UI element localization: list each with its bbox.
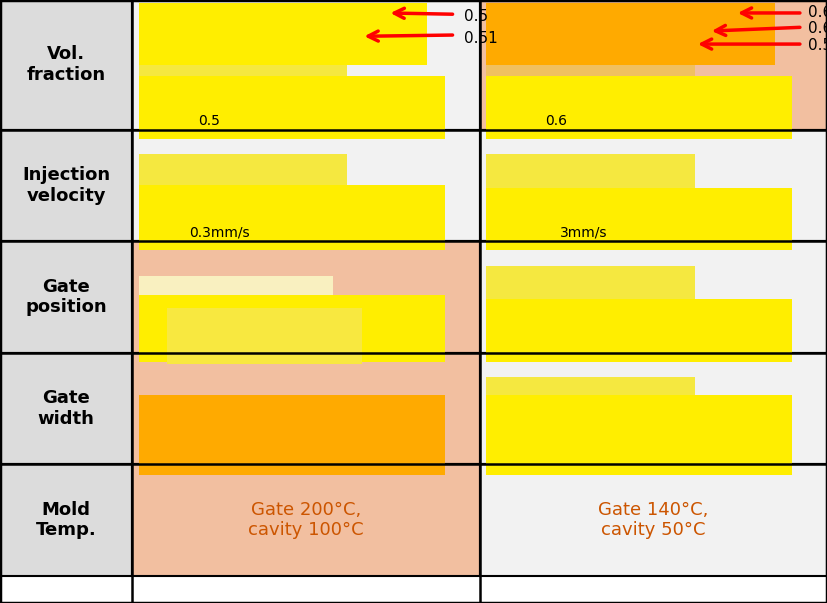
Text: 0.3mm/s: 0.3mm/s xyxy=(189,226,250,239)
Bar xyxy=(480,241,827,353)
Text: 0.6: 0.6 xyxy=(808,5,827,21)
Text: Gate
width: Gate width xyxy=(38,389,94,428)
Text: 0.5: 0.5 xyxy=(464,10,488,24)
Bar xyxy=(139,186,445,250)
Text: Gate 200°C,
cavity 100°C: Gate 200°C, cavity 100°C xyxy=(248,500,364,540)
Bar xyxy=(132,241,480,353)
Bar xyxy=(480,0,827,130)
Text: 0.51: 0.51 xyxy=(464,31,498,46)
Bar xyxy=(132,464,480,576)
Bar xyxy=(480,464,827,576)
Bar xyxy=(486,188,792,250)
Bar xyxy=(0,0,132,130)
Bar xyxy=(139,395,313,429)
Text: Gate
position: Gate position xyxy=(26,277,107,317)
Text: Gate 140°C,
cavity 50°C: Gate 140°C, cavity 50°C xyxy=(598,500,709,540)
Text: 0.59: 0.59 xyxy=(808,38,827,53)
Text: Injection
velocity: Injection velocity xyxy=(22,166,110,205)
Bar xyxy=(139,154,347,201)
Bar xyxy=(0,130,132,241)
Bar xyxy=(480,130,827,241)
Bar xyxy=(0,464,132,576)
Bar xyxy=(486,76,792,139)
Bar xyxy=(139,65,347,106)
Bar xyxy=(480,353,827,464)
Bar xyxy=(132,353,480,464)
Bar xyxy=(486,377,695,424)
Bar xyxy=(139,276,333,315)
Bar xyxy=(486,2,775,65)
Bar xyxy=(139,295,445,362)
Bar xyxy=(486,266,695,312)
Bar xyxy=(139,76,445,139)
Bar xyxy=(0,241,132,353)
Bar xyxy=(486,395,792,475)
Bar xyxy=(486,154,695,201)
Bar xyxy=(167,308,361,364)
Text: 0.5: 0.5 xyxy=(198,113,220,128)
Bar xyxy=(139,395,445,475)
Bar xyxy=(139,2,428,65)
Bar xyxy=(132,0,480,130)
Bar xyxy=(486,299,792,362)
Text: 0.61: 0.61 xyxy=(808,21,827,36)
Bar xyxy=(132,130,480,241)
Bar xyxy=(0,353,132,464)
Text: 3mm/s: 3mm/s xyxy=(560,226,608,239)
Text: Vol.
fraction: Vol. fraction xyxy=(26,45,106,84)
Text: Mold
Temp.: Mold Temp. xyxy=(36,500,97,540)
Bar xyxy=(486,65,695,106)
Text: 0.6: 0.6 xyxy=(545,113,567,128)
